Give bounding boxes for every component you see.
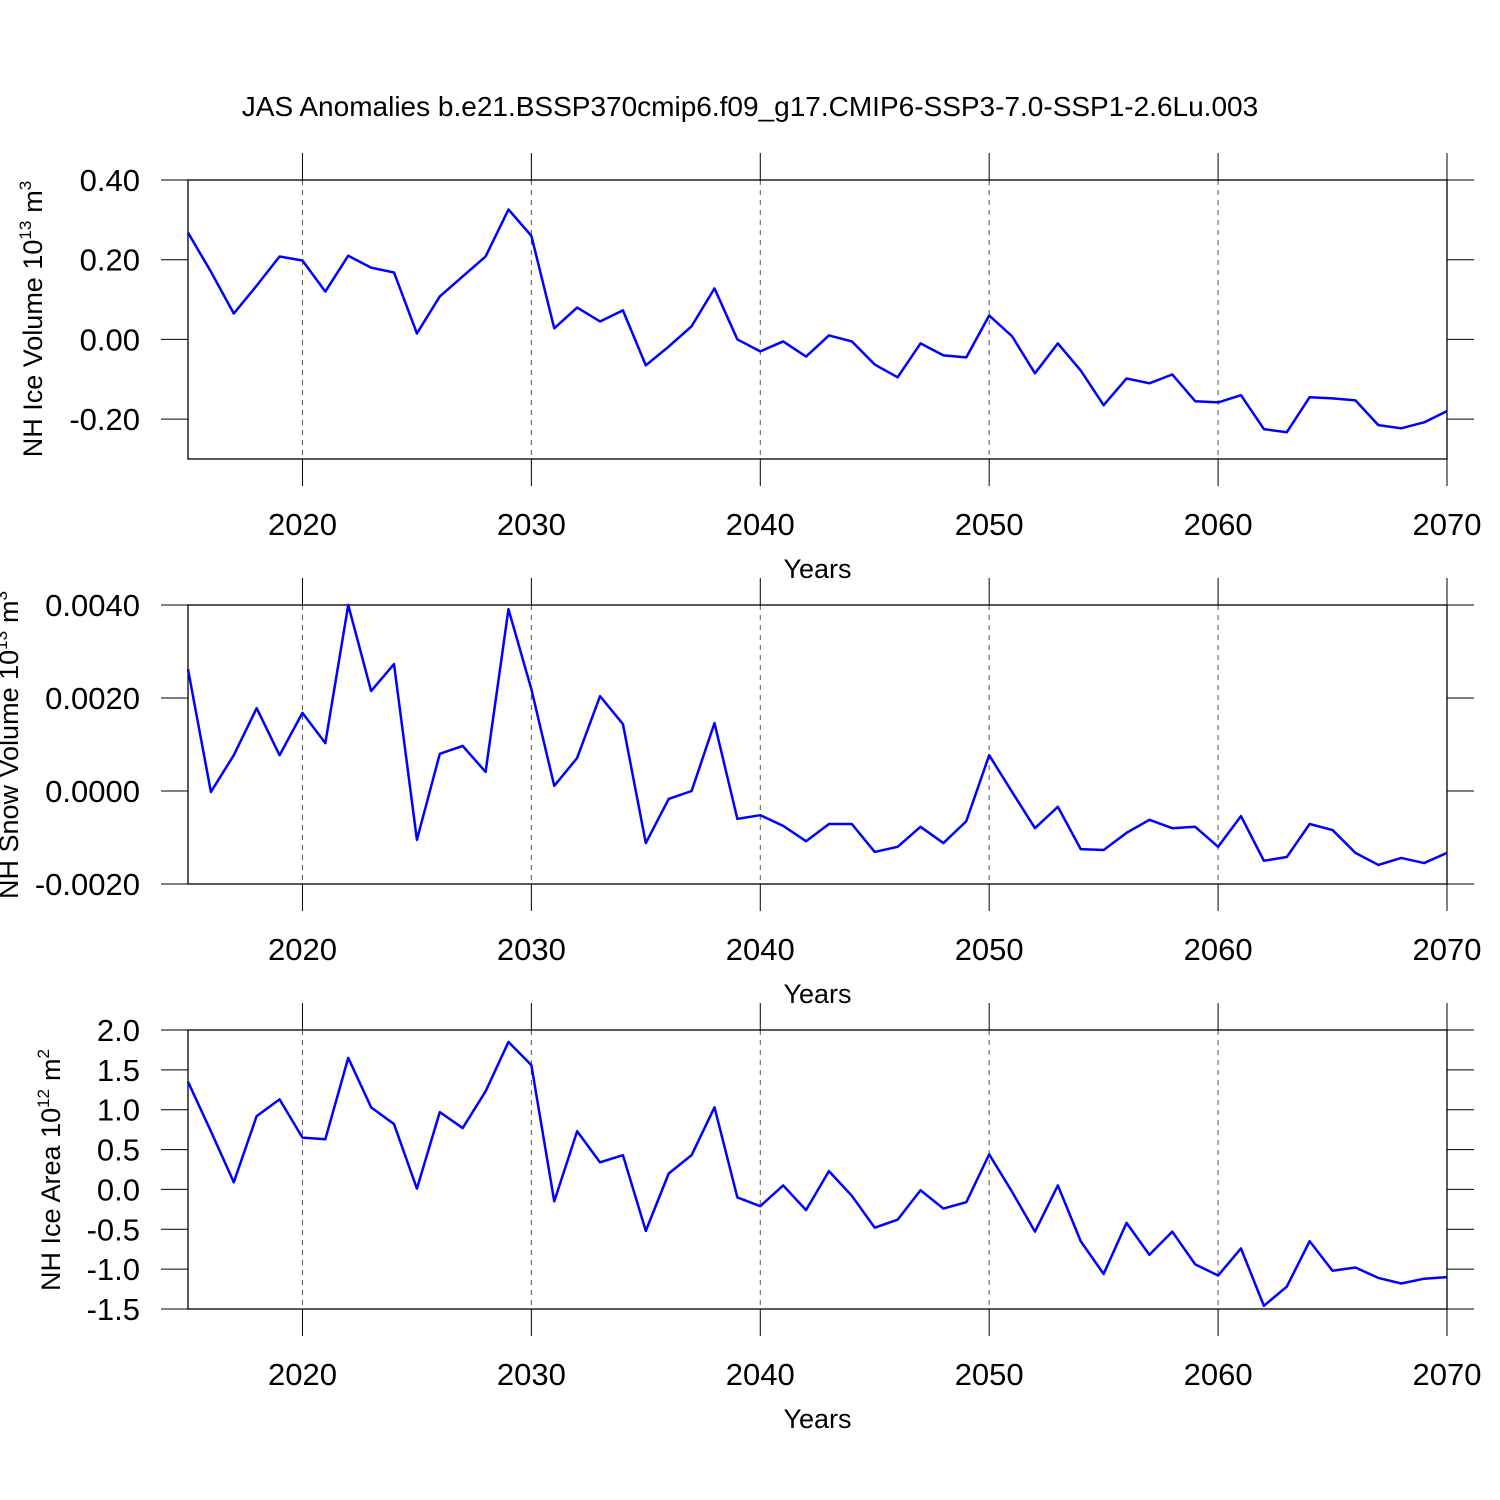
y-label-clip: NH Snow Volume 1013 m3 bbox=[0, 591, 24, 899]
x-tick-label: 2030 bbox=[497, 932, 566, 967]
y-tick-label: -0.0020 bbox=[35, 867, 140, 902]
y-tick-label: -1.0 bbox=[87, 1252, 140, 1287]
plot-frame bbox=[187, 179, 1448, 460]
data-line bbox=[186, 208, 1448, 434]
x-tick-label: 2020 bbox=[268, 1357, 337, 1392]
y-tick-label: 0.0000 bbox=[45, 774, 140, 809]
plot-frame bbox=[187, 604, 1448, 885]
y-tick-label: 0.5 bbox=[97, 1133, 140, 1168]
y-tick-label: 0.0040 bbox=[45, 588, 140, 623]
x-axis-label: Years bbox=[783, 1404, 851, 1434]
x-tick-label: 2070 bbox=[1413, 932, 1482, 967]
y-tick-label: 1.5 bbox=[97, 1053, 140, 1088]
y-tick-label: 0.0 bbox=[97, 1172, 140, 1207]
x-tick-label: 2030 bbox=[497, 507, 566, 542]
x-tick-label: 2070 bbox=[1413, 507, 1482, 542]
x-tick-label: 2030 bbox=[497, 1357, 566, 1392]
data-line bbox=[186, 603, 1448, 867]
y-tick-label: 2.0 bbox=[97, 1013, 140, 1048]
x-tick-label: 2070 bbox=[1413, 1357, 1482, 1392]
x-tick-label: 2060 bbox=[1184, 1357, 1253, 1392]
x-axis-label: Years bbox=[783, 554, 851, 584]
x-tick-label: 2050 bbox=[955, 932, 1024, 967]
y-label-unit-exp: 3 bbox=[16, 181, 35, 190]
y-axis-label: NH Snow Volume 1013 m3 bbox=[0, 591, 24, 899]
x-tick-label: 2050 bbox=[955, 1357, 1024, 1392]
x-tick-label: 2050 bbox=[955, 507, 1024, 542]
x-tick-label: 2020 bbox=[268, 932, 337, 967]
x-tick-label: 2040 bbox=[726, 932, 795, 967]
y-label-unit-exp: 2 bbox=[34, 1049, 53, 1058]
y-axis-label: NH Ice Area 1012 m2 bbox=[34, 1049, 66, 1291]
x-tick-label: 2040 bbox=[726, 1357, 795, 1392]
panel: 2020 2030 2040 2050 2060 2070 0.0040 0.0020 0.00… bbox=[0, 578, 1481, 1009]
y-label-unit-exp: 3 bbox=[0, 591, 11, 600]
plot-frame bbox=[187, 1029, 1448, 1310]
y-tick-label: -0.5 bbox=[87, 1212, 140, 1247]
y-label-exp: 12 bbox=[34, 1089, 53, 1108]
x-tick-label: 2060 bbox=[1184, 507, 1253, 542]
y-tick-label: 0.40 bbox=[80, 163, 140, 198]
y-label-exp: 13 bbox=[0, 631, 11, 650]
y-label-unit: m bbox=[18, 190, 48, 213]
y-label-text: NH Ice Volume 10 bbox=[18, 240, 48, 458]
chart-title: JAS Anomalies b.e21.BSSP370cmip6.f09_g17… bbox=[242, 91, 1258, 122]
y-label-exp: 13 bbox=[16, 221, 35, 240]
y-axis-label: NH Ice Volume 1013 m3 bbox=[16, 181, 48, 458]
x-axis-label: Years bbox=[783, 979, 851, 1009]
panel: 2020 2030 2040 2050 2060 2070 0.40 0.20 0.00 -0.2… bbox=[16, 153, 1481, 584]
y-label-unit: m bbox=[0, 600, 24, 623]
y-tick-label: -1.5 bbox=[87, 1292, 140, 1327]
y-tick-label: 0.00 bbox=[80, 322, 140, 357]
x-tick-label: 2020 bbox=[268, 507, 337, 542]
y-label-unit: m bbox=[36, 1058, 66, 1081]
data-line bbox=[186, 1040, 1448, 1308]
x-tick-label: 2060 bbox=[1184, 932, 1253, 967]
y-tick-label: 0.20 bbox=[80, 243, 140, 278]
panel: 2020 2030 2040 2050 2060 2070 2.0 1.5 1.0 0.5 0.0 -… bbox=[34, 1003, 1481, 1434]
y-label-text: NH Ice Area 10 bbox=[36, 1108, 66, 1291]
y-tick-label: 1.0 bbox=[97, 1093, 140, 1128]
y-tick-label: 0.0020 bbox=[45, 681, 140, 716]
x-tick-label: 2040 bbox=[726, 507, 795, 542]
y-tick-label: -0.20 bbox=[69, 402, 140, 437]
y-label-text: NH Snow Volume 10 bbox=[0, 650, 24, 899]
